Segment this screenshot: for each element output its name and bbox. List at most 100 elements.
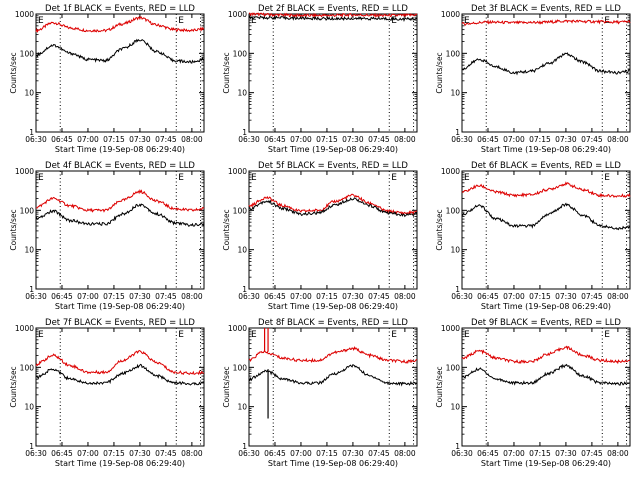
y-tick-label: 1000	[441, 167, 460, 176]
x-tick-label: 08:00	[394, 449, 416, 458]
x-tick-label: 07:15	[316, 292, 338, 301]
plot-frame	[461, 327, 631, 447]
chart-title: Det 5f BLACK = Events, RED = LLD	[258, 161, 408, 171]
x-axis-label: Start Time (19-Sep-08 06:29:40)	[268, 145, 398, 154]
y-tick-label: 1000	[228, 324, 247, 333]
corner-mark-left: E	[464, 16, 470, 26]
x-tick-label: 07:45	[368, 292, 390, 301]
y-tick-label: 1	[242, 285, 247, 294]
corner-mark-left: E	[464, 330, 470, 340]
x-tick-label: 06:45	[477, 449, 499, 458]
x-tick-label: 08:00	[394, 292, 416, 301]
x-tick-label: 08:00	[607, 449, 629, 458]
y-tick-label: 1	[29, 285, 34, 294]
y-axis-label: Counts/sec	[9, 52, 18, 93]
y-tick-label: 10	[450, 246, 460, 255]
y-tick-label: 10	[237, 89, 247, 98]
y-axis-label: Counts/sec	[9, 366, 18, 407]
y-tick-label: 1000	[441, 324, 460, 333]
x-tick-label: 07:00	[290, 135, 312, 144]
y-tick-label: 1000	[15, 10, 34, 19]
x-tick-label: 07:30	[555, 292, 577, 301]
y-tick-label: 1000	[228, 10, 247, 19]
series-line-lld	[248, 193, 418, 216]
y-tick-label: 100	[233, 49, 248, 58]
x-axis-label: Start Time (19-Sep-08 06:29:40)	[55, 459, 185, 468]
y-tick-label: 1000	[15, 167, 34, 176]
x-tick-label: 08:00	[181, 135, 203, 144]
x-tick-label: 07:15	[529, 135, 551, 144]
series-line-events	[248, 15, 418, 23]
x-tick-label: 07:45	[155, 135, 177, 144]
x-tick-label: 07:00	[290, 292, 312, 301]
x-tick-label: 06:45	[477, 135, 499, 144]
x-tick-label: 07:15	[316, 135, 338, 144]
chart-title: Det 1f BLACK = Events, RED = LLD	[45, 4, 195, 14]
series-line-lld	[35, 188, 205, 213]
corner-mark-right: E	[178, 330, 184, 340]
x-tick-label: 07:30	[555, 135, 577, 144]
series-line-lld	[248, 12, 418, 19]
series-line-lld	[35, 349, 205, 376]
y-axis-label: Counts/sec	[435, 52, 444, 93]
y-tick-label: 1	[29, 442, 34, 451]
x-tick-label: 06:30	[238, 449, 260, 458]
x-tick-label: 07:30	[129, 449, 151, 458]
corner-mark-right: E	[391, 173, 397, 183]
y-tick-label: 100	[233, 206, 248, 215]
x-tick-label: 07:00	[290, 449, 312, 458]
x-tick-label: 08:00	[607, 135, 629, 144]
x-tick-label: 06:45	[264, 135, 286, 144]
plot-frame	[248, 327, 418, 447]
y-tick-label: 1000	[441, 10, 460, 19]
series-line-events	[35, 363, 205, 386]
x-tick-label: 07:15	[103, 292, 125, 301]
chart-title: Det 2f BLACK = Events, RED = LLD	[258, 4, 408, 14]
plot-frame	[35, 327, 205, 447]
x-tick-label: 07:30	[342, 135, 364, 144]
y-axis-label: Counts/sec	[222, 52, 231, 93]
x-axis-label: Start Time (19-Sep-08 06:29:40)	[268, 459, 398, 468]
series-line-lld	[461, 181, 631, 199]
y-tick-label: 10	[237, 246, 247, 255]
x-tick-label: 07:15	[103, 135, 125, 144]
series-line-events	[35, 203, 205, 227]
y-tick-label: 10	[24, 89, 34, 98]
x-tick-label: 08:00	[181, 292, 203, 301]
y-tick-label: 100	[446, 363, 461, 372]
x-tick-label: 07:45	[155, 292, 177, 301]
x-tick-label: 07:45	[581, 292, 603, 301]
x-tick-label: 06:30	[238, 135, 260, 144]
x-tick-label: 07:45	[581, 135, 603, 144]
x-axis-label: Start Time (19-Sep-08 06:29:40)	[481, 145, 611, 154]
corner-mark-left: E	[38, 330, 44, 340]
x-tick-label: 06:30	[25, 292, 47, 301]
y-tick-label: 10	[237, 403, 247, 412]
y-tick-label: 10	[24, 246, 34, 255]
y-tick-label: 100	[233, 363, 248, 372]
x-tick-label: 07:00	[503, 135, 525, 144]
corner-mark-left: E	[464, 173, 470, 183]
series-line-events	[461, 52, 631, 76]
corner-mark-right: E	[391, 330, 397, 340]
y-tick-label: 10	[450, 89, 460, 98]
plot-frame	[248, 170, 418, 290]
y-tick-label: 1000	[15, 324, 34, 333]
corner-mark-left: E	[251, 173, 257, 183]
x-tick-label: 07:30	[555, 449, 577, 458]
x-tick-label: 07:00	[77, 292, 99, 301]
y-tick-label: 10	[450, 403, 460, 412]
plot-frame	[35, 13, 205, 133]
y-tick-label: 100	[446, 49, 461, 58]
x-axis-label: Start Time (19-Sep-08 06:29:40)	[268, 302, 398, 311]
chart-title: Det 9f BLACK = Events, RED = LLD	[471, 318, 621, 328]
x-tick-label: 07:45	[368, 135, 390, 144]
y-tick-label: 1000	[228, 167, 247, 176]
x-tick-label: 07:00	[77, 135, 99, 144]
x-tick-label: 07:30	[129, 135, 151, 144]
